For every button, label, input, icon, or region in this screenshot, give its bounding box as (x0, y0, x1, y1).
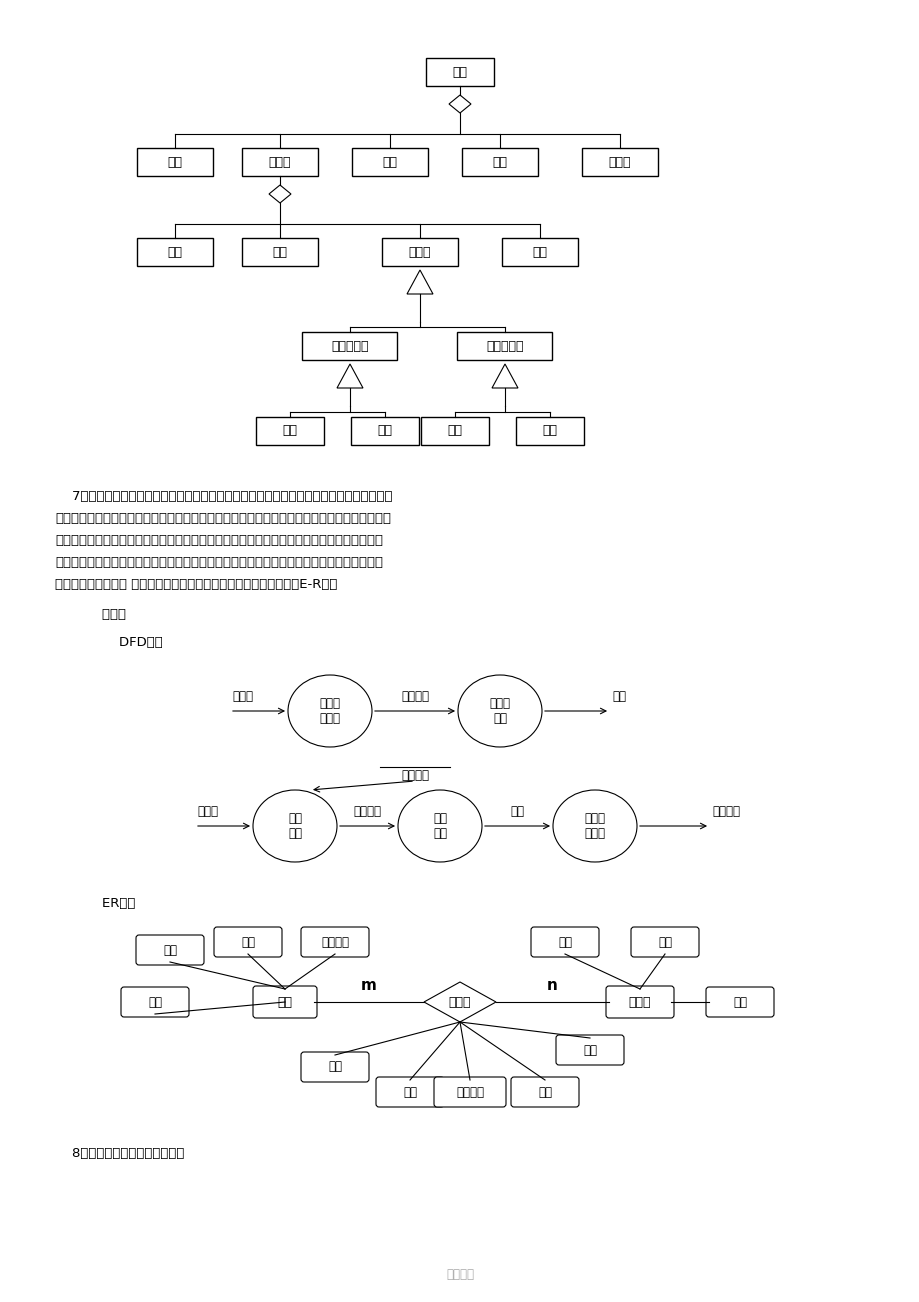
Text: 主板: 主板 (272, 246, 287, 259)
Text: 款日期、到期日期、利率及密码（可选）等信息，并印出存款单给储户；如果是取款而且存款: 款日期、到期日期、利率及密码（可选）等信息，并印出存款单给储户；如果是取款而且存… (55, 534, 382, 547)
Text: 光盘: 光盘 (542, 424, 557, 437)
Bar (352, 148, 427, 176)
FancyBboxPatch shape (214, 927, 282, 957)
FancyBboxPatch shape (136, 935, 204, 965)
Text: 存款利息: 存款利息 (401, 690, 428, 703)
Text: 储蓄所: 储蓄所 (628, 996, 651, 1009)
Text: 电源: 电源 (532, 246, 547, 259)
Text: 利息清单: 利息清单 (711, 805, 739, 818)
Bar (516, 417, 584, 445)
Text: 固定存储器: 固定存储器 (331, 340, 369, 353)
Text: 存款信息: 存款信息 (401, 769, 428, 783)
FancyBboxPatch shape (301, 927, 369, 957)
Text: 微机: 微机 (452, 65, 467, 78)
Bar (351, 417, 418, 445)
Ellipse shape (458, 674, 541, 747)
Bar (242, 148, 318, 176)
Text: 7．某银行计算机储蓄系统的工作流程大致如下：储户填写的存款单或取款单由业务员键入: 7．某银行计算机储蓄系统的工作流程大致如下：储户填写的存款单或取款单由业务员键入 (55, 490, 392, 503)
Bar (255, 417, 323, 445)
Text: m: m (360, 979, 377, 993)
Text: 出利息清单给储户。 请用数据流图描绘本系统的功能，并画出系统的E-R图。: 出利息清单给储户。 请用数据流图描绘本系统的功能，并画出系统的E-R图。 (55, 578, 337, 591)
Text: 电话: 电话 (732, 996, 746, 1009)
Text: 存取款: 存取款 (448, 996, 471, 1009)
Text: 推荐精选: 推荐精选 (446, 1268, 473, 1281)
Text: 硬盘: 硬盘 (377, 424, 392, 437)
Text: 键盘箱: 键盘箱 (608, 155, 630, 168)
Text: 打印利
息清单: 打印利 息清单 (584, 812, 605, 840)
Text: 住址: 住址 (163, 944, 176, 957)
Polygon shape (336, 365, 363, 388)
Text: 储户: 储户 (278, 996, 292, 1009)
Text: 鼠标: 鼠标 (492, 155, 507, 168)
Text: 名称: 名称 (558, 936, 572, 948)
Bar (502, 238, 577, 266)
Bar (425, 59, 494, 86)
Text: 8．请对下列子程序进行测试：: 8．请对下列子程序进行测试： (55, 1147, 184, 1160)
Text: 系统，如果是存款则系统记录存款人的姓名、住址（或电话号码）、身份证号码、存款类型、存: 系统，如果是存款则系统记录存款人的姓名、住址（或电话号码）、身份证号码、存款类型… (55, 512, 391, 525)
FancyBboxPatch shape (376, 1077, 444, 1107)
Bar (457, 332, 552, 359)
Text: 内存: 内存 (282, 424, 297, 437)
Text: DFD图：: DFD图： (85, 635, 163, 648)
Text: 显示器: 显示器 (268, 155, 291, 168)
FancyBboxPatch shape (606, 986, 674, 1018)
Polygon shape (448, 95, 471, 113)
FancyBboxPatch shape (555, 1035, 623, 1065)
Text: ER图：: ER图： (85, 897, 135, 910)
FancyBboxPatch shape (705, 987, 773, 1017)
Polygon shape (406, 270, 433, 294)
Text: 利息: 利息 (509, 805, 524, 818)
Text: 取款单: 取款单 (197, 805, 218, 818)
Text: 时留有密码，则系统首先核对储户密码，若密码正确或存款时未留密码，则系统计算利息并印: 时留有密码，则系统首先核对储户密码，若密码正确或存款时未留密码，则系统计算利息并… (55, 556, 382, 569)
FancyBboxPatch shape (253, 986, 317, 1018)
Text: 活动存储器: 活动存储器 (486, 340, 523, 353)
Text: 姓名: 姓名 (148, 996, 162, 1009)
Text: 存储器: 存储器 (408, 246, 431, 259)
Text: 记录存
款信息: 记录存 款信息 (319, 697, 340, 725)
Text: 机箱: 机箱 (167, 246, 182, 259)
Polygon shape (424, 982, 495, 1022)
FancyBboxPatch shape (121, 987, 188, 1017)
Text: n: n (546, 979, 557, 993)
Text: 存款单: 存款单 (232, 690, 253, 703)
Text: 软盘: 软盘 (447, 424, 462, 437)
Text: 取款信息: 取款信息 (353, 805, 380, 818)
Ellipse shape (288, 674, 371, 747)
Text: 解答：: 解答： (85, 608, 126, 621)
Text: 存单: 存单 (611, 690, 625, 703)
Ellipse shape (253, 790, 336, 862)
Text: 计算
利息: 计算 利息 (433, 812, 447, 840)
Text: 利率: 利率 (538, 1086, 551, 1099)
Text: 电话: 电话 (241, 936, 255, 948)
Text: 到期日期: 到期日期 (456, 1086, 483, 1099)
Bar (421, 417, 489, 445)
Polygon shape (492, 365, 517, 388)
FancyBboxPatch shape (510, 1077, 578, 1107)
Ellipse shape (552, 790, 636, 862)
Text: 身份证号: 身份证号 (321, 936, 348, 948)
Text: 类型: 类型 (403, 1086, 416, 1099)
Bar (137, 238, 213, 266)
FancyBboxPatch shape (434, 1077, 505, 1107)
Ellipse shape (398, 790, 482, 862)
Bar (137, 148, 213, 176)
Text: 密码: 密码 (583, 1043, 596, 1056)
Bar (461, 148, 538, 176)
Text: 打印存
款单: 打印存 款单 (489, 697, 510, 725)
Text: 地址: 地址 (657, 936, 671, 948)
FancyBboxPatch shape (530, 927, 598, 957)
FancyBboxPatch shape (301, 1052, 369, 1082)
Text: 金额: 金额 (328, 1061, 342, 1074)
Bar (381, 238, 458, 266)
FancyBboxPatch shape (630, 927, 698, 957)
Text: 核对
密码: 核对 密码 (288, 812, 301, 840)
Text: 键盘: 键盘 (382, 155, 397, 168)
Bar (582, 148, 657, 176)
Bar (242, 238, 318, 266)
Polygon shape (268, 185, 290, 203)
Bar (302, 332, 397, 359)
Text: 主机: 主机 (167, 155, 182, 168)
